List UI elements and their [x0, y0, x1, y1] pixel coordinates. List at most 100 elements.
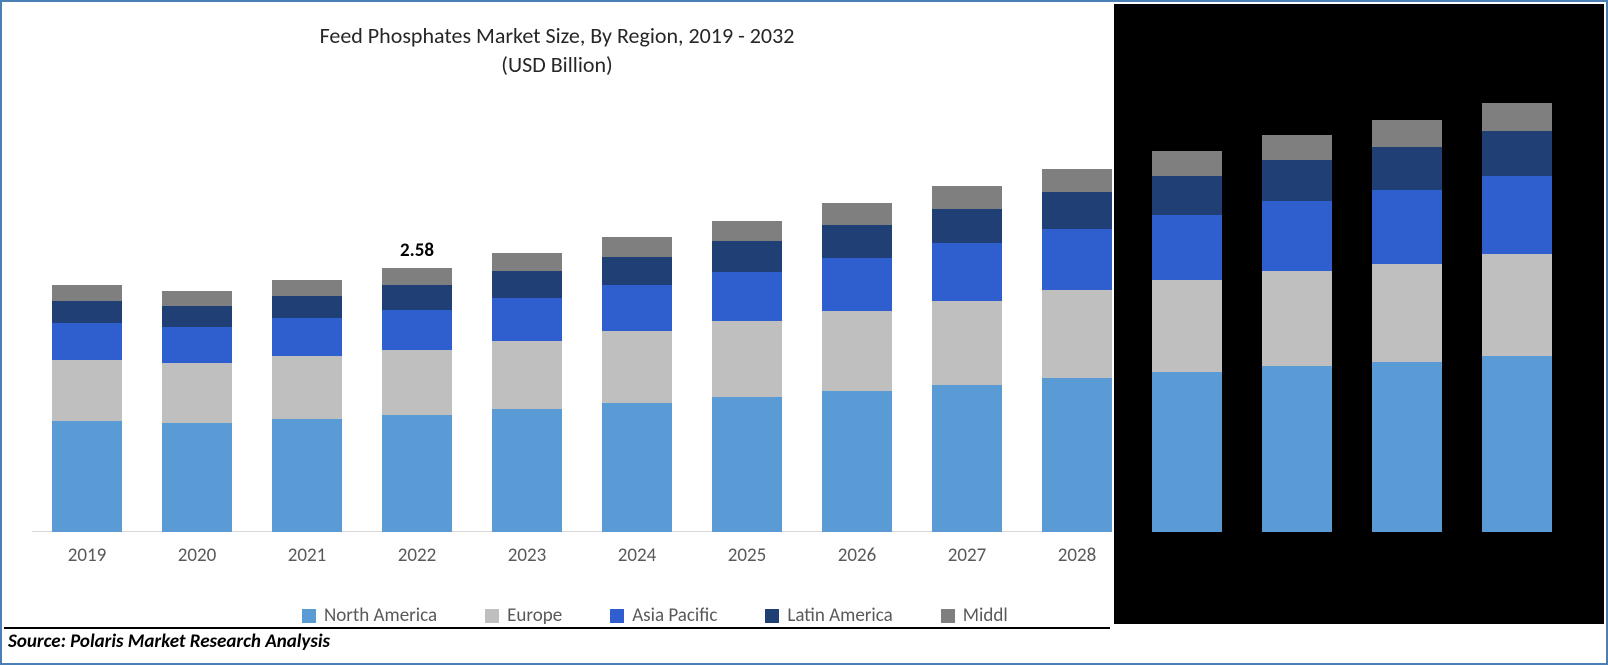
legend-item-asia-pacific: Asia Pacific	[610, 604, 717, 627]
bar-2024: 2024	[602, 237, 672, 532]
x-label: 2023	[508, 544, 547, 567]
seg-north-america	[1042, 378, 1112, 532]
chart-frame: Feed Phosphates Market Size, By Region, …	[0, 0, 1608, 665]
seg-latin-america	[602, 257, 672, 286]
bar-stack	[382, 268, 452, 532]
legend-swatch	[765, 609, 779, 623]
seg-asia-pacific	[492, 298, 562, 341]
source-text: Source: Polaris Market Research Analysis	[8, 630, 330, 653]
seg-middl	[492, 253, 562, 271]
seg-north-america	[272, 419, 342, 532]
seg-middl	[52, 285, 122, 300]
chart-title-line2: (USD Billion)	[2, 51, 1112, 78]
bar-2020: 2020	[162, 291, 232, 532]
seg-europe	[492, 341, 562, 410]
x-label: 2027	[948, 544, 987, 567]
bar-2030: 2030	[1262, 135, 1332, 532]
seg-europe	[382, 350, 452, 416]
x-label: 2024	[618, 544, 657, 567]
legend-swatch	[941, 609, 955, 623]
chart-title-line1: Feed Phosphates Market Size, By Region, …	[2, 22, 1112, 49]
seg-north-america	[712, 397, 782, 532]
legend-label: Asia Pacific	[632, 604, 717, 627]
seg-north-america	[1152, 372, 1222, 532]
x-label: 2021	[288, 544, 327, 567]
bar-stack	[1262, 135, 1332, 532]
seg-north-america	[932, 385, 1002, 532]
seg-asia-pacific	[1372, 190, 1442, 264]
seg-asia-pacific	[932, 243, 1002, 300]
seg-asia-pacific	[162, 327, 232, 363]
seg-latin-america	[52, 301, 122, 324]
bar-stack	[932, 186, 1002, 532]
seg-latin-america	[492, 271, 562, 298]
bar-stack	[1152, 151, 1222, 532]
bar-stack	[712, 221, 782, 532]
bar-stack	[492, 253, 562, 532]
seg-asia-pacific	[1042, 229, 1112, 290]
x-label: 2025	[728, 544, 767, 567]
seg-middl	[1372, 120, 1442, 147]
bar-stack	[52, 285, 122, 532]
seg-asia-pacific	[822, 258, 892, 311]
seg-asia-pacific	[1482, 176, 1552, 254]
seg-europe	[1482, 254, 1552, 356]
seg-middl	[1152, 151, 1222, 176]
seg-middl	[1262, 135, 1332, 161]
seg-middl	[932, 186, 1002, 209]
bar-2029: 2029	[1152, 151, 1222, 532]
seg-middl	[272, 280, 342, 295]
seg-latin-america	[712, 241, 782, 272]
seg-asia-pacific	[1262, 201, 1332, 271]
legend-label: North America	[324, 604, 437, 627]
seg-latin-america	[272, 296, 342, 319]
legend-label: Middl	[963, 604, 1008, 627]
source-divider	[4, 627, 1110, 629]
bar-2025: 2025	[712, 221, 782, 532]
seg-europe	[1372, 264, 1442, 362]
x-label: 2020	[178, 544, 217, 567]
bar-2031: 2031	[1372, 120, 1442, 532]
seg-north-america	[1262, 366, 1332, 532]
x-label: 2019	[68, 544, 107, 567]
chart-title: Feed Phosphates Market Size, By Region, …	[2, 22, 1112, 78]
seg-europe	[1152, 280, 1222, 372]
bar-stack	[1372, 120, 1442, 532]
seg-europe	[822, 311, 892, 391]
seg-latin-america	[1262, 160, 1332, 201]
bar-stack	[602, 237, 672, 532]
legend-label: Latin America	[787, 604, 892, 627]
bar-2023: 2023	[492, 253, 562, 532]
seg-middl	[712, 221, 782, 241]
bar-2026: 2026	[822, 203, 892, 532]
seg-north-america	[602, 403, 672, 532]
legend-item-middl: Middl	[941, 604, 1008, 627]
x-label: 2026	[838, 544, 877, 567]
legend-item-europe: Europe	[485, 604, 562, 627]
bar-stack	[162, 291, 232, 532]
seg-middl	[602, 237, 672, 256]
bar-2019: 2019	[52, 285, 122, 532]
seg-asia-pacific	[1152, 215, 1222, 281]
bar-2032: 2032	[1482, 103, 1552, 532]
seg-middl	[162, 291, 232, 305]
seg-north-america	[822, 391, 892, 532]
seg-latin-america	[1042, 192, 1112, 229]
seg-asia-pacific	[52, 323, 122, 360]
bar-2021: 2021	[272, 280, 342, 532]
bar-2027: 2027	[932, 186, 1002, 532]
legend-swatch	[610, 609, 624, 623]
seg-middl	[822, 203, 892, 225]
seg-latin-america	[1372, 147, 1442, 190]
seg-asia-pacific	[712, 272, 782, 321]
bar-2028: 2028	[1042, 169, 1112, 532]
bar-stack	[1042, 169, 1112, 532]
data-label: 2.58	[400, 239, 434, 262]
seg-europe	[1042, 290, 1112, 378]
legend-label: Europe	[507, 604, 562, 627]
seg-europe	[602, 331, 672, 403]
legend-swatch	[485, 609, 499, 623]
plot-area: 20192020202120222.5820232024202520262027…	[32, 102, 1582, 532]
seg-europe	[162, 363, 232, 423]
seg-europe	[272, 356, 342, 419]
